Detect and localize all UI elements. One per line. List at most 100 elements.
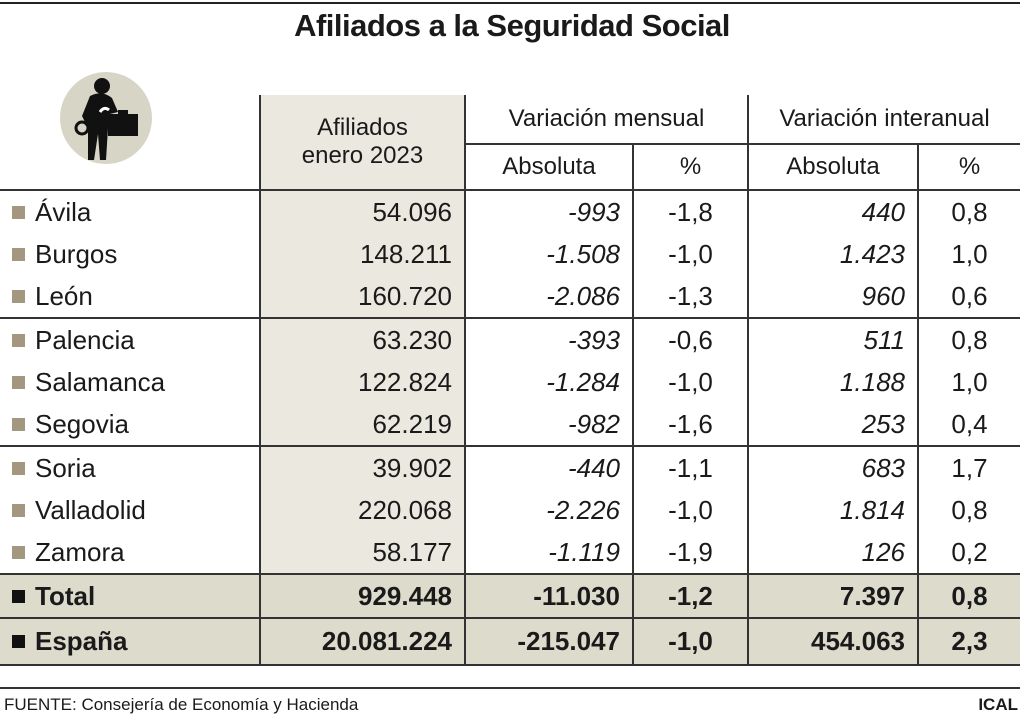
row-label: Palencia	[35, 324, 135, 355]
interanual-pct-cell: 0,4	[916, 403, 1021, 446]
mensual-pct-cell: -1,0	[632, 617, 748, 666]
corner-cell	[0, 95, 260, 144]
table-row: Ávila 54.096 -993 -1,8 440 0,8	[0, 189, 1021, 233]
bullet-square-icon	[12, 205, 25, 219]
row-label: Burgos	[35, 238, 118, 269]
province-name: Total	[0, 573, 260, 618]
interanual-pct-cell: 0,8	[916, 573, 1021, 618]
interanual-absoluta-cell: 440	[747, 189, 918, 233]
credit: ICAL	[978, 695, 1018, 714]
row-label: Zamora	[35, 536, 125, 567]
affiliates-table: Afiliados enero 2023 Variación mensual Va…	[0, 95, 1021, 666]
total-row: Total 929.448 -11.030 -1,2 7.397 0,8	[0, 573, 1021, 618]
mensual-pct-cell: -0,6	[632, 317, 748, 361]
source-note: FUENTE: Consejería de Economía y Haciend…	[4, 695, 359, 714]
province-name: Palencia	[0, 317, 260, 361]
province-name: Salamanca	[0, 361, 260, 403]
province-name: Valladolid	[0, 489, 260, 531]
mensual-absoluta-cell: -982	[464, 403, 633, 446]
interanual-absoluta-cell: 1.814	[747, 489, 918, 531]
province-name: Segovia	[0, 403, 260, 446]
bullet-square-icon	[12, 417, 25, 431]
bullet-square-icon	[12, 333, 25, 347]
interanual-pct-cell: 2,3	[916, 617, 1021, 666]
table-row: Burgos 148.211 -1.508 -1,0 1.423 1,0	[0, 233, 1021, 275]
interanual-pct-cell: 0,2	[916, 531, 1021, 574]
mensual-pct-cell: -1,0	[632, 233, 748, 275]
province-name: Ávila	[0, 189, 260, 233]
table-row: Zamora 58.177 -1.119 -1,9 126 0,2	[0, 531, 1021, 574]
total-row: España 20.081.224 -215.047 -1,0 454.063 2,3	[0, 617, 1021, 666]
table-row: León 160.720 -2.086 -1,3 960 0,6	[0, 275, 1021, 318]
mensual-absoluta-cell: -993	[464, 189, 633, 233]
afiliados-cell: 929.448	[259, 573, 465, 618]
interanual-absoluta-cell: 960	[747, 275, 918, 318]
bullet-square-icon	[12, 545, 25, 559]
afiliados-cell: 220.068	[259, 489, 465, 531]
province-name: Burgos	[0, 233, 260, 275]
interanual-absoluta-cell: 7.397	[747, 573, 918, 618]
bullet-square-icon	[12, 289, 25, 303]
mensual-absoluta-cell: -1.508	[464, 233, 633, 275]
afiliados-cell: 58.177	[259, 531, 465, 574]
afiliados-cell: 39.902	[259, 445, 465, 489]
table-row: Salamanca 122.824 -1.284 -1,0 1.188 1,0	[0, 361, 1021, 403]
row-label: Valladolid	[35, 494, 146, 525]
interanual-absoluta-cell: 454.063	[747, 617, 918, 666]
header-mensual-absoluta: Absoluta	[464, 143, 633, 190]
page-title: Afiliados a la Seguridad Social	[294, 8, 730, 43]
interanual-absoluta-cell: 1.188	[747, 361, 918, 403]
mensual-absoluta-cell: -1.284	[464, 361, 633, 403]
interanual-pct-cell: 1,7	[916, 445, 1021, 489]
mensual-pct-cell: -1,2	[632, 573, 748, 618]
afiliados-cell: 148.211	[259, 233, 465, 275]
mensual-pct-cell: -1,6	[632, 403, 748, 446]
corner-cell	[0, 144, 260, 190]
bullet-square-icon	[12, 461, 25, 475]
mensual-absoluta-cell: -2.226	[464, 489, 633, 531]
mensual-pct-cell: -1,3	[632, 275, 748, 318]
mensual-pct-cell: -1,0	[632, 489, 748, 531]
header-var-mensual: Variación mensual	[464, 95, 748, 144]
interanual-absoluta-cell: 1.423	[747, 233, 918, 275]
bullet-square-icon	[12, 375, 25, 389]
row-label: Ávila	[35, 196, 92, 227]
bullet-square-icon	[12, 635, 25, 648]
bullet-square-icon	[12, 247, 25, 261]
interanual-pct-cell: 0,8	[916, 189, 1021, 233]
row-label: Segovia	[35, 408, 129, 439]
header-interanual-pct: %	[916, 143, 1021, 190]
mensual-absoluta-cell: -393	[464, 317, 633, 361]
mensual-pct-cell: -1,1	[632, 445, 748, 489]
mensual-pct-cell: -1,9	[632, 531, 748, 574]
mensual-absoluta-cell: -440	[464, 445, 633, 489]
interanual-pct-cell: 0,6	[916, 275, 1021, 318]
row-label: España	[35, 626, 128, 656]
mensual-pct-cell: -1,0	[632, 361, 748, 403]
interanual-absoluta-cell: 126	[747, 531, 918, 574]
worker-with-toolbox-icon	[60, 72, 152, 164]
table-row: Soria 39.902 -440 -1,1 683 1,7	[0, 445, 1021, 489]
row-label: Salamanca	[35, 366, 166, 397]
header-interanual-absoluta: Absoluta	[747, 143, 918, 190]
mensual-pct-cell: -1,8	[632, 189, 748, 233]
province-name: Zamora	[0, 531, 260, 574]
mensual-absoluta-cell: -2.086	[464, 275, 633, 318]
province-name: España	[0, 617, 260, 666]
interanual-absoluta-cell: 253	[747, 403, 918, 446]
header-afiliados: Afiliados enero 2023	[259, 95, 465, 190]
footer-rule	[0, 687, 1020, 689]
interanual-absoluta-cell: 511	[747, 317, 918, 361]
header-var-interanual: Variación interanual	[746, 95, 1021, 144]
province-name: Soria	[0, 445, 260, 489]
bullet-square-icon	[12, 503, 25, 517]
row-label: Total	[35, 580, 96, 611]
afiliados-cell: 122.824	[259, 361, 465, 403]
top-rule	[0, 2, 1020, 4]
row-label: Soria	[35, 452, 96, 483]
table-row: Segovia 62.219 -982 -1,6 253 0,4	[0, 403, 1021, 446]
province-name: León	[0, 275, 260, 318]
afiliados-cell: 63.230	[259, 317, 465, 361]
bullet-square-icon	[12, 589, 25, 603]
afiliados-cell: 160.720	[259, 275, 465, 318]
